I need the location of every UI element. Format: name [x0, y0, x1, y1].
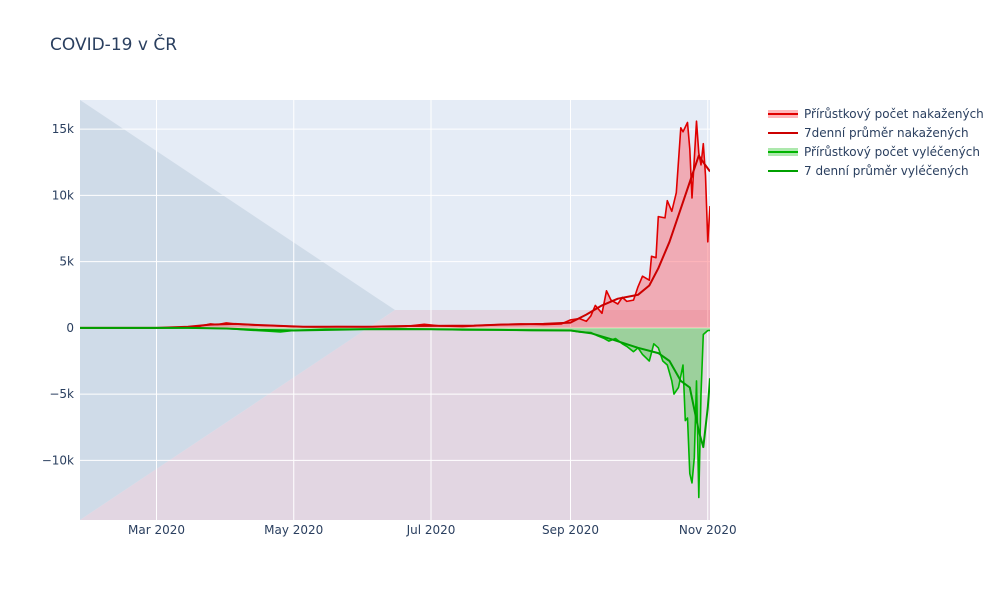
- series-area-0: [80, 121, 710, 328]
- series-area-2: [80, 327, 710, 498]
- legend-label: Přírůstkový počet vyléčených: [804, 145, 980, 159]
- series-layer: [80, 120, 710, 499]
- x-axis-ticks: Mar 2020 May 2020 Jul 2020 Sep 2020 Nov 2020: [128, 523, 737, 537]
- legend-item[interactable]: Přírůstkový počet nakažených: [768, 107, 984, 121]
- legend-label: 7denní průměr nakažených: [804, 126, 969, 140]
- legend-label: Přírůstkový počet nakažených: [804, 107, 984, 121]
- chart-title: COVID-19 v ČR: [50, 33, 177, 55]
- x-tick-label: Jul 2020: [406, 523, 456, 537]
- shade-blue-triangle: [80, 100, 395, 520]
- legend-item[interactable]: 7 denní průměr vyléčených: [768, 164, 969, 178]
- y-tick-label: −5k: [49, 387, 74, 401]
- legend-item[interactable]: Přírůstkový počet vyléčených: [768, 145, 980, 159]
- shade-pink-region: [80, 310, 710, 520]
- y-tick-label: 0: [66, 321, 74, 335]
- x-tick-label: May 2020: [264, 523, 323, 537]
- x-tick-label: Mar 2020: [128, 523, 185, 537]
- series-line-1: [80, 154, 710, 329]
- legend-label: 7 denní průměr vyléčených: [804, 164, 969, 178]
- series-line-3: [80, 326, 710, 449]
- y-tick-label: 15k: [52, 122, 74, 136]
- plot-area[interactable]: 15k 10k 5k 0 −5k −10k Mar 2020 May 2020 Jul 202…: [42, 100, 737, 537]
- background-shading: [80, 100, 710, 520]
- x-tick-label: Nov 2020: [679, 523, 737, 537]
- y-axis-ticks: 15k 10k 5k 0 −5k −10k: [42, 122, 74, 467]
- y-tick-label: 5k: [59, 255, 74, 269]
- y-tick-label: 10k: [52, 188, 74, 202]
- x-tick-label: Sep 2020: [542, 523, 599, 537]
- y-tick-label: −10k: [42, 453, 74, 467]
- legend-item[interactable]: 7denní průměr nakažených: [768, 126, 969, 140]
- legend[interactable]: Přírůstkový počet nakažených 7denní průmě…: [768, 107, 984, 178]
